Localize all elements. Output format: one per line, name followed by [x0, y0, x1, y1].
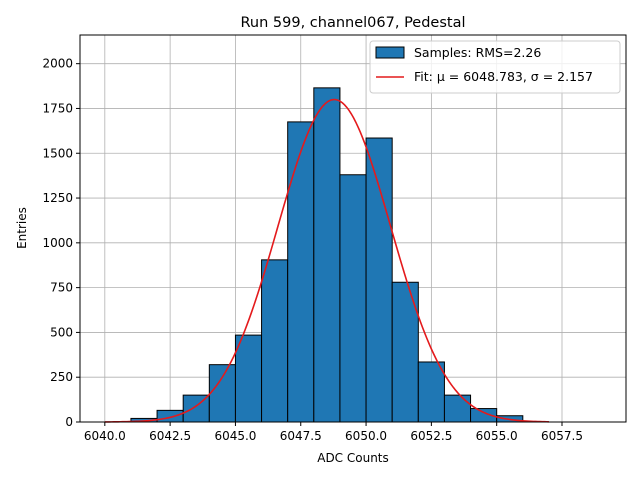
x-tick-label: 6050.0: [345, 429, 387, 443]
x-axis-label: ADC Counts: [317, 451, 389, 465]
legend-swatch-samples: [375, 46, 405, 59]
legend-label-samples: Samples: RMS=2.26: [414, 45, 541, 60]
y-axis-label: Entries: [15, 207, 29, 249]
histogram-bar: [313, 87, 341, 423]
plot-frame: [79, 34, 627, 423]
x-tick-label: 6052.5: [410, 429, 452, 443]
fit-curve: [104, 98, 549, 423]
y-tick-label: 1000: [42, 236, 73, 250]
histogram-bar: [339, 174, 367, 423]
histogram-bar: [287, 121, 315, 423]
y-axis-ticks: 0 250 500 750 1000 1250 1500 1750 2000: [42, 57, 80, 429]
histogram-bar: [443, 394, 472, 423]
x-tick-label: 6057.5: [541, 429, 583, 443]
histogram-bar: [261, 259, 289, 423]
x-tick-label: 6045.0: [214, 429, 256, 443]
y-tick-label: 1250: [42, 191, 73, 205]
x-tick-label: 6042.5: [149, 429, 191, 443]
legend-box: [369, 40, 621, 94]
x-tick-label: 6055.0: [476, 429, 518, 443]
y-tick-label: 750: [50, 281, 73, 295]
legend: Samples: RMS=2.26 Fit: μ = 6048.783, σ =…: [369, 40, 621, 94]
histogram-bar: [365, 137, 393, 423]
x-axis-ticks: 6040.0 6042.5 6045.0 6047.5 6050.0 6052.5 6055…: [84, 422, 583, 443]
legend-label-fit: Fit: μ = 6048.783, σ = 2.157: [414, 69, 593, 84]
histogram-bars: [130, 87, 524, 423]
histogram-bar: [208, 364, 236, 423]
histogram-bar: [417, 361, 445, 423]
histogram-bar: [156, 409, 184, 423]
x-tick-label: 6040.0: [84, 429, 126, 443]
y-tick-label: 0: [65, 415, 73, 429]
y-tick-label: 2000: [42, 57, 73, 71]
chart-title: Run 599, channel067, Pedestal: [240, 15, 465, 31]
x-tick-label: 6047.5: [280, 429, 322, 443]
y-tick-label: 500: [50, 325, 73, 339]
y-tick-label: 250: [50, 370, 73, 384]
y-tick-label: 1500: [42, 146, 73, 160]
histogram-bar: [234, 334, 263, 423]
y-tick-label: 1750: [42, 101, 73, 115]
